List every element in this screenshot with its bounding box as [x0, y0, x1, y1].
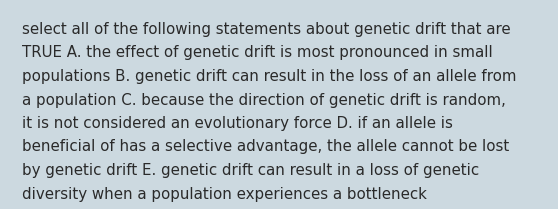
Text: populations B. genetic drift can result in the loss of an allele from: populations B. genetic drift can result …	[22, 69, 517, 84]
Text: TRUE A. the effect of genetic drift is most pronounced in small: TRUE A. the effect of genetic drift is m…	[22, 46, 493, 60]
Text: beneficial of has a selective advantage, the allele cannot be lost: beneficial of has a selective advantage,…	[22, 139, 509, 154]
Text: select all of the following statements about genetic drift that are: select all of the following statements a…	[22, 22, 511, 37]
Text: it is not considered an evolutionary force D. if an allele is: it is not considered an evolutionary for…	[22, 116, 453, 131]
Text: diversity when a population experiences a bottleneck: diversity when a population experiences …	[22, 186, 427, 201]
Text: a population C. because the direction of genetic drift is random,: a population C. because the direction of…	[22, 93, 506, 107]
Text: by genetic drift E. genetic drift can result in a loss of genetic: by genetic drift E. genetic drift can re…	[22, 163, 479, 178]
